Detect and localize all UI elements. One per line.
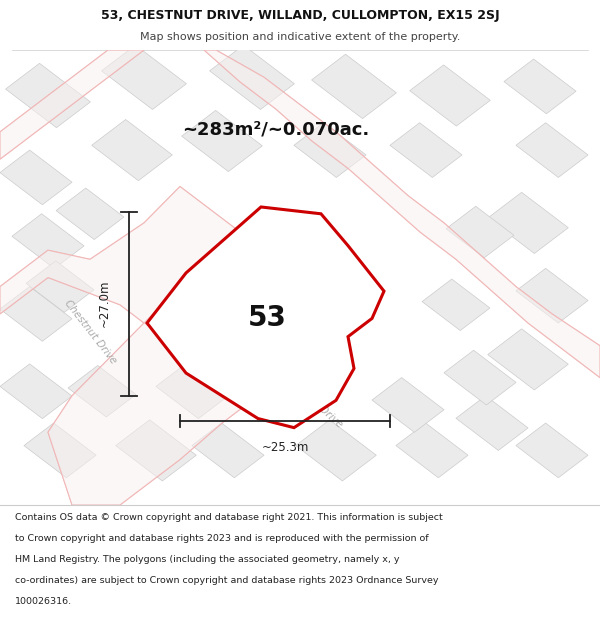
Polygon shape <box>56 188 124 239</box>
Text: Map shows position and indicative extent of the property.: Map shows position and indicative extent… <box>140 32 460 43</box>
Polygon shape <box>12 214 84 269</box>
Polygon shape <box>0 186 270 346</box>
Text: 100026316.: 100026316. <box>15 598 72 606</box>
Polygon shape <box>156 364 228 419</box>
Polygon shape <box>372 378 444 432</box>
Text: Chestnut Drive: Chestnut Drive <box>62 298 118 366</box>
Polygon shape <box>5 63 91 128</box>
Text: ~283m²/~0.070ac.: ~283m²/~0.070ac. <box>182 121 370 139</box>
Polygon shape <box>311 54 397 119</box>
Polygon shape <box>0 150 72 205</box>
Text: ~25.3m: ~25.3m <box>262 441 308 454</box>
Polygon shape <box>209 45 295 109</box>
Polygon shape <box>410 65 490 126</box>
Polygon shape <box>516 122 588 177</box>
Polygon shape <box>24 423 96 478</box>
Polygon shape <box>182 111 262 172</box>
Polygon shape <box>516 268 588 323</box>
Polygon shape <box>26 261 94 312</box>
Polygon shape <box>192 423 264 478</box>
Polygon shape <box>294 122 366 177</box>
Polygon shape <box>116 420 196 481</box>
Polygon shape <box>0 364 72 419</box>
Polygon shape <box>456 396 528 451</box>
Polygon shape <box>488 329 568 390</box>
Text: HM Land Registry. The polygons (including the associated geometry, namely x, y: HM Land Registry. The polygons (includin… <box>15 556 400 564</box>
Polygon shape <box>48 223 372 505</box>
Text: Contains OS data © Crown copyright and database right 2021. This information is : Contains OS data © Crown copyright and d… <box>15 513 443 522</box>
Text: to Crown copyright and database rights 2023 and is reproduced with the permissio: to Crown copyright and database rights 2… <box>15 534 428 543</box>
Polygon shape <box>446 206 514 258</box>
Polygon shape <box>68 366 136 417</box>
Polygon shape <box>396 423 468 478</box>
Text: 53: 53 <box>248 304 286 332</box>
Polygon shape <box>296 420 376 481</box>
Text: 53, CHESTNUT DRIVE, WILLAND, CULLOMPTON, EX15 2SJ: 53, CHESTNUT DRIVE, WILLAND, CULLOMPTON,… <box>101 9 499 22</box>
Polygon shape <box>101 45 187 109</box>
Text: co-ordinates) are subject to Crown copyright and database rights 2023 Ordnance S: co-ordinates) are subject to Crown copyr… <box>15 576 439 586</box>
Polygon shape <box>147 207 384 428</box>
Polygon shape <box>422 279 490 331</box>
Polygon shape <box>204 50 600 378</box>
Polygon shape <box>444 350 516 405</box>
Polygon shape <box>0 50 144 159</box>
Polygon shape <box>504 59 576 114</box>
Polygon shape <box>516 423 588 478</box>
Text: ~27.0m: ~27.0m <box>98 280 111 328</box>
Polygon shape <box>92 119 172 181</box>
Text: Chestnut Drive: Chestnut Drive <box>280 371 344 430</box>
Polygon shape <box>488 192 568 254</box>
Polygon shape <box>0 286 72 341</box>
Polygon shape <box>390 122 462 177</box>
